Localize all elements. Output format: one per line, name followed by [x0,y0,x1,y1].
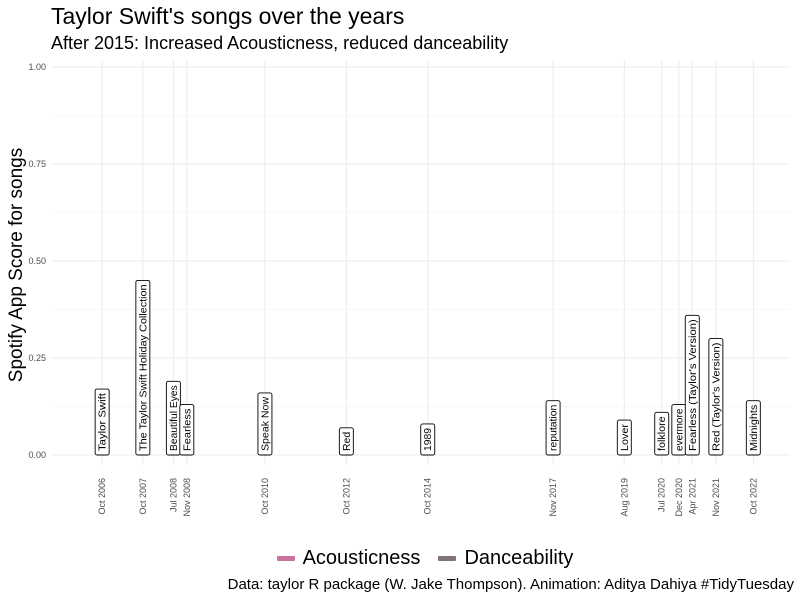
legend-label-danceability: Danceability [464,547,574,569]
album-label-box [545,400,561,456]
x-tick-label: Oct 2006 [97,478,107,515]
album-label-box [420,423,436,456]
album-label-box [94,388,110,456]
album-label: Midnights [745,400,761,456]
chart-title: Taylor Swift's songs over the years [51,3,405,29]
album-label: Lover [616,419,632,456]
legend-item-danceability: Danceability [438,547,573,570]
x-tick-label: Jul 2020 [657,478,667,512]
album-label-text: evermore [674,408,685,451]
legend-label-acousticness: Acousticness [302,547,421,569]
y-tick-label: 1.00 [28,62,46,72]
album-label-box [616,419,632,456]
x-tick-label: Oct 2014 [423,478,433,515]
legend: Acousticness Danceability [0,547,800,570]
x-tick-label: Nov 2008 [182,478,192,517]
album-labels: Taylor Swift The Taylor Swift Holiday Col… [94,279,761,456]
album-label-box [257,392,273,456]
x-tick-label: Oct 2012 [341,478,351,515]
album-label: Beautiful Eyes [165,380,181,456]
album-label: Fearless (Taylor's Version) [684,314,700,456]
album-label-box [135,279,151,456]
album-label-text: Fearless (Taylor's Version) [688,319,699,451]
y-tick-label: 0.50 [28,256,46,266]
y-axis-label: Spotify App Score for songs [6,148,27,382]
album-label-text: 1989 [423,428,434,451]
chart-subtitle: After 2015: Increased Acousticness, redu… [51,33,509,53]
album-label: The Taylor Swift Holiday Collection [135,279,151,456]
album-label: reputation [545,400,561,456]
x-tick-label: Aug 2019 [619,478,629,517]
y-axis: 0.00 0.25 0.50 0.75 1.00 [28,62,46,460]
album-label: evermore [671,404,687,456]
album-label-text: Red (Taylor's Version) [711,343,722,451]
x-tick-label: Apr 2021 [687,478,697,515]
x-axis: Oct 2006 Oct 2007 Jul 2008 Nov 2008 Oct 2010… [97,478,758,517]
album-label: 1989 [420,423,436,456]
album-label-text: folklore [657,416,668,451]
album-label-text: Taylor Swift [98,393,109,451]
x-tick-label: Jul 2008 [168,478,178,512]
album-label-box [708,338,724,456]
album-label: Fearless [179,404,195,456]
album-label-text: Midnights [749,405,760,451]
legend-item-acousticness: Acousticness [276,547,421,570]
album-label: Red (Taylor's Version) [708,338,724,456]
album-label: Taylor Swift [94,388,110,456]
y-tick-label: 0.25 [28,353,46,363]
album-label-text: Speak Now [260,396,271,451]
album-label-text: reputation [549,405,560,451]
x-tick-label: Nov 2017 [548,478,558,517]
album-label-box [654,411,670,456]
x-tick-label: Nov 2021 [711,478,721,517]
album-label-box [745,400,761,456]
x-tick-label: Oct 2022 [748,478,758,515]
legend-key-danceability [438,556,457,561]
x-tick-label: Dec 2020 [674,478,684,517]
album-label-text: The Taylor Swift Holiday Collection [138,284,149,451]
album-label: Red [338,427,354,456]
album-label: folklore [654,411,670,456]
legend-key-acousticness [276,556,295,561]
x-tick-label: Oct 2010 [260,478,270,515]
album-label: Speak Now [257,392,273,456]
album-label-box [338,427,354,456]
album-label-box [179,404,195,456]
caption: Data: taylor R package (W. Jake Thompson… [227,576,794,593]
grid-lines [52,60,790,465]
y-tick-label: 0.75 [28,159,46,169]
album-label-text: Red [342,432,353,451]
album-label-text: Lover [620,423,631,451]
album-label-box [684,314,700,456]
x-tick-label: Oct 2007 [138,478,148,515]
y-tick-label: 0.00 [28,450,46,460]
album-label-text: Fearless [182,409,193,451]
album-label-text: Beautiful Eyes [169,385,180,451]
